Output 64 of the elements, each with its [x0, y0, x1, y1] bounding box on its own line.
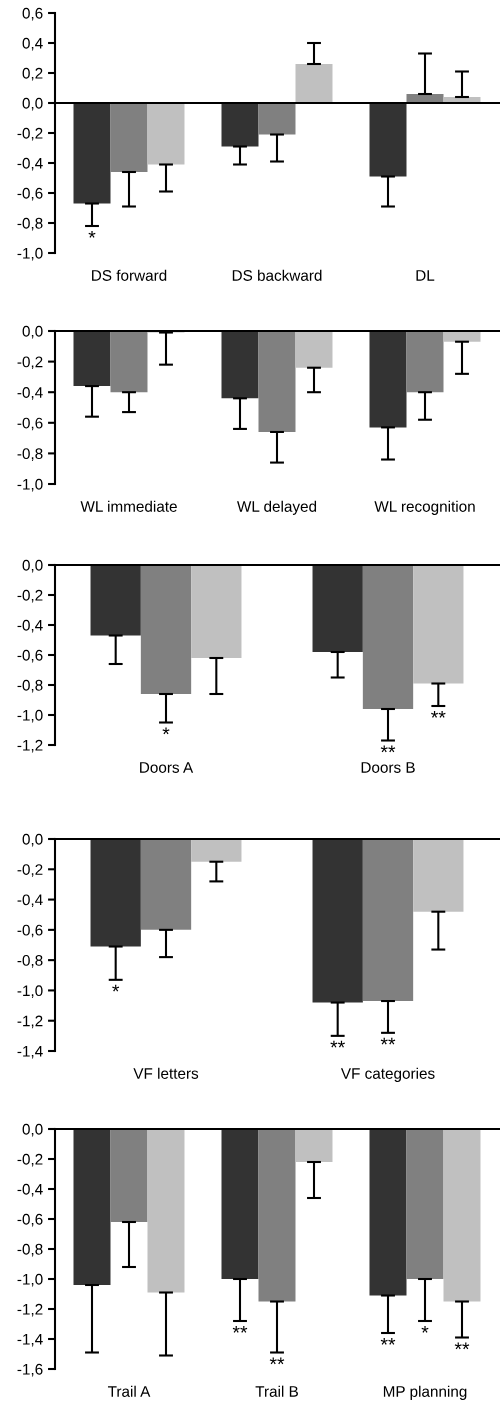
y-tick-label: -0,6 — [17, 417, 43, 431]
x-tick-label: WL recognition — [374, 500, 475, 515]
data-label: ** — [380, 1037, 396, 1045]
y-tick-label: 0,0 — [22, 97, 43, 111]
y-tick-label: 0,0 — [22, 1123, 43, 1137]
data-label: * — [88, 230, 96, 238]
y-tick-label: -1,0 — [17, 1273, 43, 1287]
data-label: * — [421, 1325, 429, 1333]
x-tick-label: VF categories — [340, 1067, 435, 1082]
y-tick-label: -1,2 — [17, 739, 43, 753]
y-tick-label: -1,2 — [17, 1015, 43, 1029]
y-tick-label: 0,6 — [22, 7, 43, 21]
y-tick-label: 0,0 — [22, 833, 43, 847]
y-tick-label: -1,6 — [17, 1363, 43, 1377]
y-tick-label: -0,8 — [17, 679, 43, 693]
data-label: ** — [232, 1325, 248, 1333]
y-tick-label: -0,4 — [17, 387, 43, 400]
y-tick-label: -0,8 — [17, 1243, 43, 1257]
y-tick-label: -0,4 — [17, 619, 43, 633]
y-tick-label: -0,2 — [17, 864, 43, 877]
y-tick-label: -0,8 — [17, 217, 43, 231]
data-label: * — [162, 727, 170, 735]
x-tick-label: VF letters — [133, 1067, 199, 1079]
data-label: * — [112, 984, 120, 992]
y-tick-label: 0,4 — [22, 37, 43, 51]
x-tick-label: Trail A — [107, 1385, 151, 1397]
data-label: ** — [431, 710, 446, 718]
y-tick-label: -0,8 — [17, 448, 43, 461]
y-tick-label: -0,2 — [17, 356, 43, 370]
y-tick-label: 0,0 — [22, 325, 43, 339]
y-tick-label: -0,6 — [17, 649, 43, 663]
x-tick-label: DS forward — [92, 269, 167, 281]
x-tick-label: WL immediate — [80, 500, 177, 512]
x-tick-label: Doors A — [140, 762, 194, 773]
data-label: ** — [269, 1357, 285, 1365]
y-tick-label: -0,2 — [17, 1153, 43, 1167]
x-tick-label: Doors B — [361, 762, 415, 773]
data-label: ** — [380, 745, 396, 753]
y-tick-label: -0,4 — [17, 157, 43, 171]
data-label: ** — [380, 1337, 396, 1345]
x-tick-label: MP planning — [383, 1385, 467, 1400]
y-tick-label: -1,4 — [17, 1046, 43, 1059]
y-tick-label: -1,2 — [17, 1303, 43, 1317]
y-tick-label: -0,8 — [17, 955, 43, 968]
y-tick-label: -0,4 — [17, 1183, 43, 1197]
y-tick-label: -1,0 — [17, 709, 43, 723]
data-label: ** — [454, 1342, 470, 1350]
y-tick-label: -0,2 — [17, 589, 43, 603]
y-tick-label: -1,0 — [17, 478, 43, 492]
x-tick-label: DL — [416, 270, 435, 281]
y-tick-label: -0,6 — [17, 187, 43, 201]
y-tick-label: -0,6 — [17, 924, 43, 938]
y-tick-label: -1,0 — [17, 985, 43, 998]
y-tick-label: -0,4 — [17, 894, 43, 908]
y-tick-label: -0,2 — [17, 127, 43, 141]
x-tick-label: DS backward — [232, 269, 322, 281]
y-tick-label: -1,0 — [17, 247, 43, 261]
data-label: ** — [330, 1040, 345, 1048]
x-tick-label: Trail B — [255, 1385, 298, 1397]
y-tick-label: 0,0 — [22, 559, 43, 573]
y-tick-label: -0,6 — [17, 1213, 43, 1227]
y-tick-label: -1,4 — [17, 1334, 43, 1347]
x-tick-label: WL delayed — [237, 500, 317, 515]
y-tick-label: 0,2 — [22, 67, 43, 81]
